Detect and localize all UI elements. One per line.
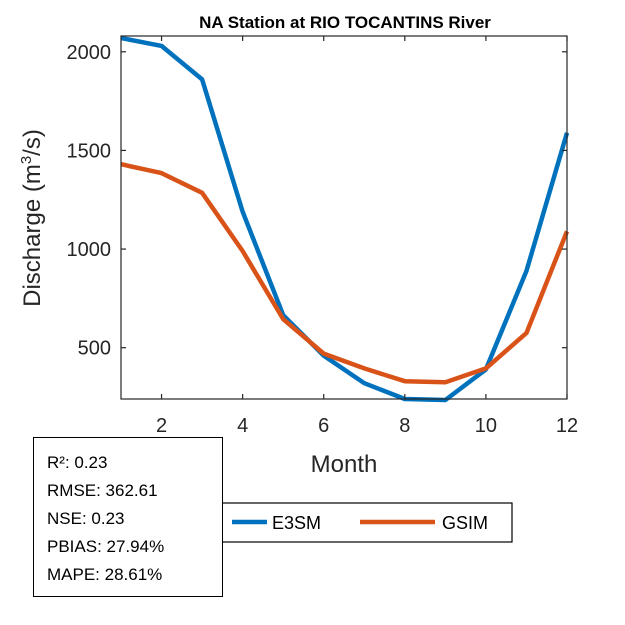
y-axis-label-tail: /s) <box>19 129 46 156</box>
x-axis-label: Month <box>311 451 378 478</box>
chart-title: NA Station at RIO TOCANTINS River <box>199 13 491 32</box>
y-axis-label-main: Discharge (m <box>19 164 46 307</box>
metric-nse: NSE: 0.23 <box>47 509 125 528</box>
x-tick-label: 12 <box>556 415 578 437</box>
plot-area <box>121 36 567 399</box>
x-axis-ticks: 2 4 6 8 10 12 <box>156 36 578 437</box>
y-tick-label: 2000 <box>67 42 112 64</box>
metrics-box: R²: 0.23 RMSE: 362.61 NSE: 0.23 PBIAS: 2… <box>33 437 223 597</box>
legend-label-gsim: GSIM <box>442 513 488 533</box>
x-tick-label: 6 <box>318 415 329 437</box>
series-line-gsim <box>120 162 570 385</box>
x-tick-label: 10 <box>475 415 497 437</box>
legend: E3SM GSIM <box>221 502 513 543</box>
x-tick-label: 4 <box>237 415 248 437</box>
x-tick-label: 8 <box>399 415 410 437</box>
metric-pbias: PBIAS: 27.94% <box>47 537 165 556</box>
y-tick-label: 1500 <box>67 140 112 162</box>
legend-label-e3sm: E3SM <box>272 513 321 533</box>
series-layer <box>120 35 570 403</box>
y-axis-ticks: 500 1000 1500 2000 <box>67 42 567 360</box>
y-tick-label: 500 <box>78 338 111 360</box>
plot-frame <box>120 35 568 400</box>
x-tick-label: 2 <box>156 415 167 437</box>
y-axis-label: Discharge (m3/s) <box>18 129 46 307</box>
metric-mape: MAPE: 28.61% <box>47 565 163 584</box>
metric-r2: R²: 0.23 <box>47 453 108 472</box>
y-axis-label-sup: 3 <box>18 156 35 164</box>
metric-rmse: RMSE: 362.61 <box>47 481 158 500</box>
y-tick-label: 1000 <box>67 239 112 261</box>
series-line-e3sm <box>120 35 570 403</box>
